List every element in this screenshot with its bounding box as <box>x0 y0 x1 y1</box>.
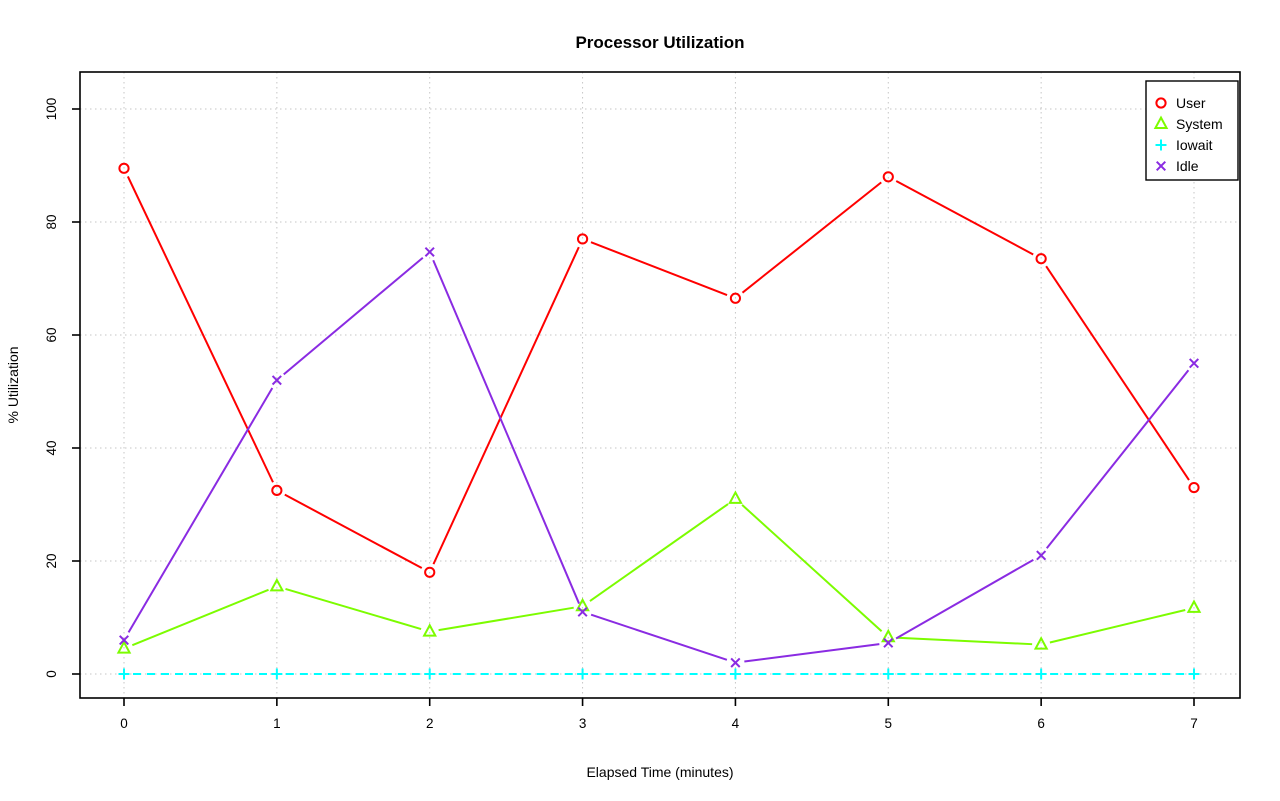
chart-title: Processor Utilization <box>575 33 744 52</box>
triangle-marker-icon <box>575 597 590 612</box>
circle-marker-icon <box>1155 97 1167 109</box>
x-tick-label: 1 <box>273 716 281 731</box>
series-layer <box>116 162 1202 680</box>
triangle-marker-icon <box>269 577 285 592</box>
legend-label-user: User <box>1176 95 1206 111</box>
x-tick-label: 0 <box>120 716 128 731</box>
series-idle-line <box>744 643 880 663</box>
y-axis-title: % Utilization <box>5 346 21 423</box>
x-marker-icon <box>271 375 282 386</box>
circle-marker-icon <box>424 566 436 578</box>
x-axis-title: Elapsed Time (minutes) <box>586 764 733 780</box>
plus-marker-icon <box>729 668 741 680</box>
series-system-line <box>131 588 269 647</box>
circle-marker-icon <box>1035 253 1047 265</box>
series-system-line <box>1049 609 1186 644</box>
series-iowait <box>118 668 1200 680</box>
legend-label-iowait: Iowait <box>1176 137 1213 153</box>
x-marker-icon <box>730 657 741 668</box>
plus-marker-icon <box>424 668 436 680</box>
circle-marker-icon <box>576 233 589 245</box>
series-idle <box>118 246 1200 668</box>
y-tick-label: 20 <box>44 553 59 568</box>
y-tick-label: 0 <box>44 670 59 678</box>
circle-marker-icon <box>882 171 894 183</box>
series-user-line <box>590 241 728 296</box>
triangle-marker-icon <box>728 490 743 504</box>
plus-marker-icon <box>1035 668 1047 680</box>
series-idle-line <box>283 256 424 376</box>
triangle-marker-icon <box>1186 599 1202 613</box>
grid-layer <box>80 72 1240 698</box>
triangle-marker-icon <box>422 623 437 637</box>
plus-marker-icon <box>1155 139 1167 151</box>
y-tick-label: 40 <box>44 440 59 455</box>
x-marker-icon <box>118 635 130 646</box>
x-marker-icon <box>1036 550 1047 561</box>
circle-marker-icon <box>271 484 283 496</box>
series-user-line <box>126 176 274 483</box>
y-tick-label: 60 <box>44 327 59 342</box>
legend-label-idle: Idle <box>1176 158 1199 174</box>
y-tick-label: 100 <box>44 98 59 121</box>
x-tick-label: 5 <box>885 716 893 731</box>
series-system-line <box>589 503 729 602</box>
series-user-line <box>284 493 423 569</box>
legend-label-system: System <box>1176 116 1223 132</box>
series-user-line <box>895 180 1034 256</box>
x-marker-icon <box>1155 160 1167 172</box>
plus-marker-icon <box>271 668 283 680</box>
series-idle-line <box>432 259 580 604</box>
series-system <box>116 490 1202 654</box>
series-user-line <box>1045 265 1190 481</box>
x-marker-icon <box>577 606 588 617</box>
circle-marker-icon <box>118 162 130 174</box>
x-tick-label: 7 <box>1190 716 1198 731</box>
series-idle-line <box>1045 369 1190 549</box>
plus-marker-icon <box>1188 668 1200 680</box>
series-user-line <box>432 246 580 565</box>
series-idle-line <box>895 558 1034 640</box>
legend: User System Iowait Idle <box>1145 80 1239 181</box>
x-marker-icon <box>1188 358 1200 369</box>
x-tick-label: 3 <box>579 716 587 731</box>
triangle-marker-icon <box>881 628 896 643</box>
y-tick-label: 80 <box>44 214 59 229</box>
plus-marker-icon <box>118 668 130 680</box>
circle-marker-icon <box>1188 481 1200 494</box>
series-system-line <box>741 504 883 632</box>
plot-border <box>79 71 1241 699</box>
x-marker-icon <box>883 637 894 648</box>
series-idle-line <box>590 613 728 661</box>
series-system-line <box>285 588 422 631</box>
series-user <box>118 162 1200 578</box>
x-tick-label: 4 <box>732 716 740 731</box>
series-system-line <box>897 636 1033 646</box>
x-tick-label: 2 <box>426 716 434 731</box>
plus-marker-icon <box>577 668 589 680</box>
series-idle-line <box>127 387 274 633</box>
x-marker-icon <box>424 246 435 257</box>
axes-layer: 0 1 2 3 4 5 6 7 0 20 40 60 80 100 <box>44 98 1198 731</box>
x-tick-label: 6 <box>1037 716 1045 731</box>
triangle-marker-icon <box>1153 115 1169 129</box>
triangle-marker-icon <box>116 640 132 654</box>
series-system-line <box>438 606 574 632</box>
triangle-marker-icon <box>1033 636 1049 650</box>
series-user-line <box>741 181 882 294</box>
circle-marker-icon <box>729 292 742 304</box>
plus-marker-icon <box>882 668 894 680</box>
